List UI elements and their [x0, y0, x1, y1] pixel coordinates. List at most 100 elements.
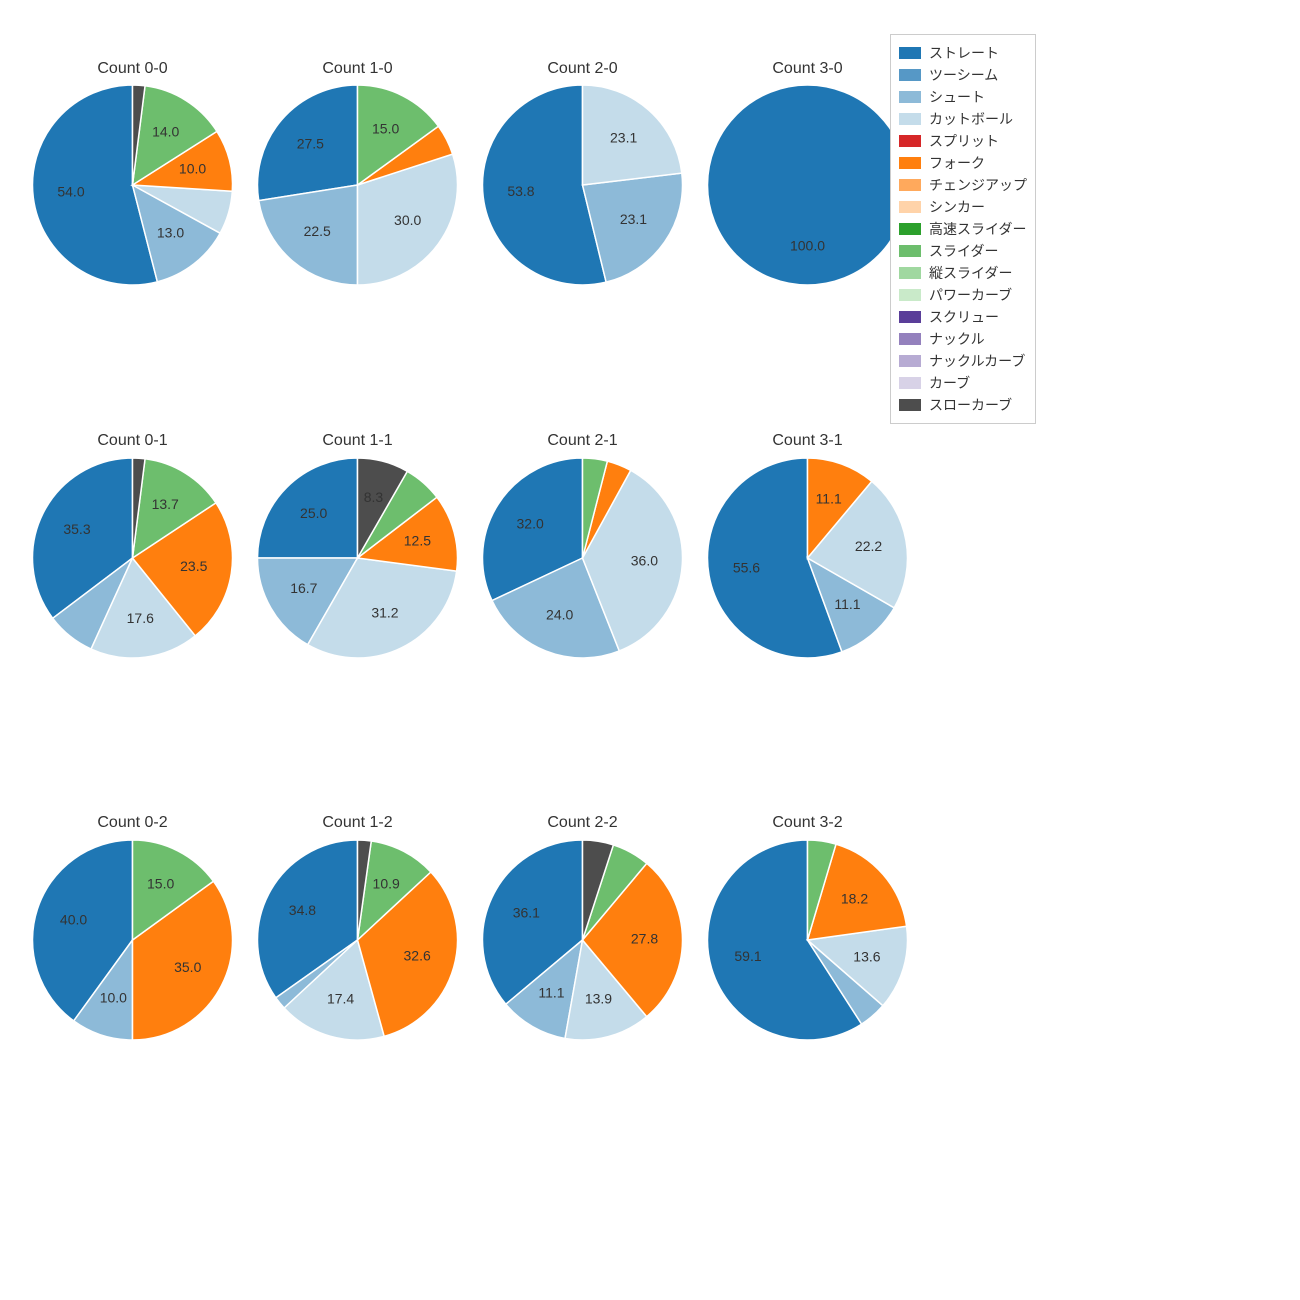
legend-label: スクリュー — [929, 307, 999, 327]
legend-label: ツーシーム — [929, 65, 998, 85]
pie-slice-cutball — [284, 940, 384, 1040]
legend: ストレートツーシームシュートカットボールスプリットフォークチェンジアップシンカー… — [890, 34, 1036, 424]
pie-slice-cutball — [808, 481, 908, 607]
pie-slice-straight — [708, 85, 908, 285]
legend-swatch — [899, 201, 921, 213]
pie-slice-straight — [258, 458, 358, 558]
pie-slice-cutball — [133, 185, 233, 233]
pie-slice-label: 10.0 — [179, 160, 206, 176]
pie-title: Count 3-1 — [708, 432, 908, 450]
pie-Count-2-0: 53.8 23.1 23.1 — [0, 0, 1300, 1300]
pie-slice-fork — [133, 503, 233, 636]
pie-slice-label: 59.1 — [734, 948, 761, 964]
pie-slice-straight — [33, 458, 133, 618]
pie-slice-straight — [482, 840, 582, 1004]
pie-title: Count 1-2 — [258, 814, 458, 832]
pie-slice-label: 10.9 — [373, 876, 400, 892]
pie-Count-0-2: 40.0 10.0 35.0 15.0 — [0, 0, 1300, 1300]
pie-title: Count 0-0 — [33, 60, 233, 78]
pie-slice-slider — [358, 841, 431, 940]
legend-item-changeup: チェンジアップ — [899, 175, 1027, 195]
legend-label: フォーク — [929, 153, 985, 173]
pie-slice-slider — [808, 840, 837, 940]
pie-slice-slider — [358, 85, 439, 185]
pie-title: Count 1-0 — [258, 60, 458, 78]
pie-title: Count 2-0 — [483, 60, 683, 78]
pie-slice-shoot — [506, 940, 583, 1038]
pie-title: Count 0-1 — [33, 432, 233, 450]
pie-slice-label: 23.1 — [610, 129, 637, 145]
pie-slice-fork — [358, 872, 458, 1036]
pie-slice-fork — [358, 126, 453, 185]
pie-slice-cutball — [308, 558, 457, 658]
pie-slice-label: 8.3 — [364, 489, 384, 505]
legend-item-cutball: カットボール — [899, 109, 1027, 129]
pie-slice-label: 27.8 — [631, 931, 658, 947]
pie-slice-fork — [133, 131, 233, 191]
pie-slice-cutball — [583, 470, 683, 651]
legend-item-hislider: 高速スライダー — [899, 219, 1027, 239]
legend-label: チェンジアップ — [929, 175, 1027, 195]
pie-slice-label: 35.0 — [174, 959, 201, 975]
legend-item-shoot: シュート — [899, 87, 1027, 107]
legend-swatch — [899, 157, 921, 169]
pie-slice-label: 30.0 — [394, 212, 421, 228]
legend-label: スプリット — [929, 131, 999, 151]
legend-swatch — [899, 267, 921, 279]
pie-slice-label: 11.1 — [816, 490, 842, 506]
pie-slice-straight — [708, 840, 862, 1040]
pie-title: Count 2-1 — [483, 432, 683, 450]
legend-label: ナックルカーブ — [929, 351, 1025, 371]
legend-swatch — [899, 311, 921, 323]
legend-item-slider: スライダー — [899, 241, 1027, 261]
pie-slice-label: 17.4 — [327, 990, 354, 1006]
pie-slice-slider — [583, 458, 608, 558]
pie-slice-slowcurve — [358, 840, 372, 940]
pie-slice-label: 15.0 — [147, 875, 174, 891]
pie-slice-slider — [583, 845, 647, 940]
pie-slice-label: 16.7 — [290, 580, 317, 596]
pie-slice-shoot — [583, 173, 683, 282]
legend-label: 高速スライダー — [929, 219, 1026, 239]
pie-slice-label: 11.1 — [834, 596, 860, 612]
pie-slice-fork — [358, 497, 458, 571]
pie-title: Count 2-2 — [483, 814, 683, 832]
legend-label: パワーカーブ — [929, 285, 1012, 305]
pie-slice-shoot — [133, 185, 221, 282]
legend-item-straight: ストレート — [899, 43, 1027, 63]
legend-label: スローカーブ — [929, 395, 1012, 415]
pie-slice-label: 55.6 — [733, 560, 760, 576]
pie-slice-slider — [133, 86, 217, 185]
legend-swatch — [899, 245, 921, 257]
legend-swatch — [899, 399, 921, 411]
pie-slice-label: 40.0 — [60, 912, 87, 928]
pie-slice-label: 25.0 — [300, 505, 327, 521]
pie-title: Count 3-0 — [708, 60, 908, 78]
legend-swatch — [899, 377, 921, 389]
pie-slice-shoot — [808, 558, 895, 652]
pie-slice-fork — [808, 458, 872, 558]
pie-slice-label: 12.5 — [404, 533, 431, 549]
legend-label: カットボール — [929, 109, 1013, 129]
pie-slice-label: 23.1 — [620, 211, 647, 227]
pie-slice-label: 32.0 — [517, 515, 544, 531]
legend-item-screw: スクリュー — [899, 307, 1027, 327]
pie-slice-label: 17.6 — [127, 610, 154, 626]
pie-slice-straight — [708, 458, 842, 658]
pie-slice-slider — [358, 471, 437, 558]
pie-slice-shoot — [492, 558, 619, 658]
pie-slice-straight — [32, 85, 157, 285]
legend-label: シュート — [929, 87, 985, 107]
pie-slice-label: 53.8 — [507, 183, 534, 199]
legend-label: カーブ — [929, 373, 970, 393]
pie-slice-slowcurve — [133, 458, 146, 558]
legend-swatch — [899, 47, 921, 59]
pie-slice-cutball — [91, 558, 195, 658]
pie-slice-label: 27.5 — [297, 135, 324, 151]
pie-slice-fork — [808, 844, 907, 940]
pie-slice-straight — [482, 458, 582, 601]
pie-slice-label: 22.2 — [855, 538, 882, 554]
pie-slice-shoot — [808, 940, 883, 1024]
pie-slice-label: 31.2 — [371, 604, 398, 620]
pie-slice-slider — [133, 840, 214, 940]
